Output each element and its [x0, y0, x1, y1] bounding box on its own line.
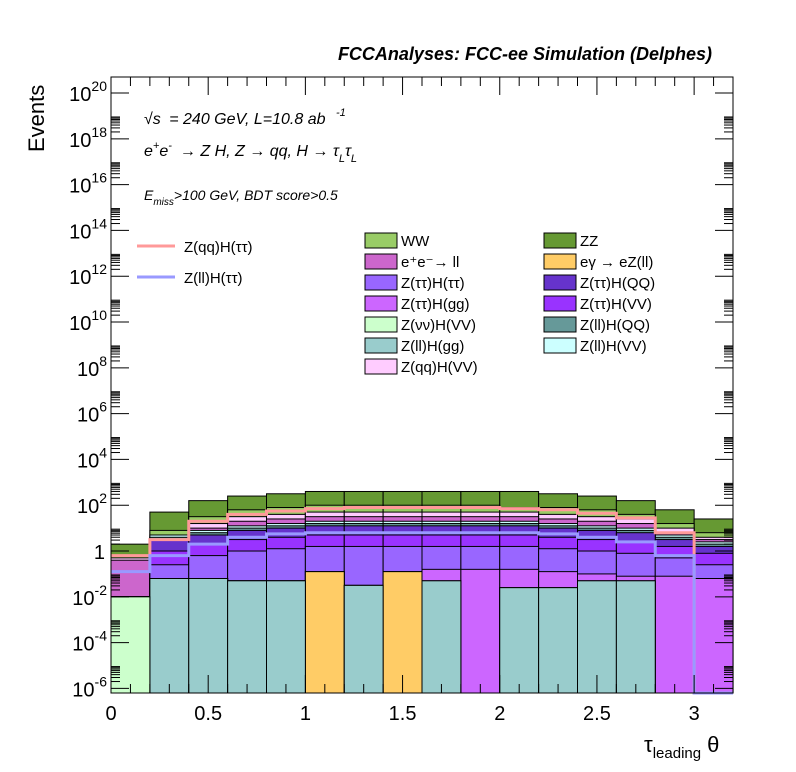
process-e1: e	[144, 143, 153, 160]
bar-e-ez-ll-5	[304, 571, 345, 694]
legend-label-ww: WW	[401, 233, 430, 250]
bar-z-ll-h-gg-11	[538, 587, 579, 694]
lumi-exponent: -1	[336, 107, 346, 119]
x-tick-label-1-5: 1.5	[389, 703, 417, 725]
legend-swatch-zz	[543, 232, 577, 249]
bar-z-ll-h-gg-3	[227, 580, 268, 694]
legend-label-z-qq-h: Z(qq)H(ττ)	[184, 239, 253, 256]
chart-title: FCCAnalyses: FCC-ee Simulation (Delphes)	[338, 44, 712, 64]
y-tick-label: 106	[77, 399, 107, 427]
bar-z-ll-h-gg-8	[421, 580, 462, 694]
y-tick-label: 1010	[69, 307, 107, 335]
legend-swatch-z-h-gg	[364, 295, 398, 312]
bar-z-h-vv-0	[110, 596, 151, 694]
legend-swatch-z-ll-h-qq	[543, 316, 577, 333]
y-tick-label: 1016	[69, 170, 107, 198]
y-tick-label: 104	[77, 444, 107, 472]
legend-swatch-z-qq-h-vv	[364, 358, 398, 375]
x-tick-label-2: 2	[494, 703, 505, 725]
legend-label-z-ll-h-qq: Z(ll)H(QQ)	[580, 317, 650, 334]
cut-rest: >100 GeV, BDT score>0.5	[174, 187, 338, 203]
legend-swatch-e-e-ll	[364, 253, 398, 270]
overlay-layer	[111, 506, 733, 695]
y-tick-label: 108	[77, 353, 107, 381]
x-tick-label-2-5: 2.5	[583, 703, 611, 725]
legend-label-z-h-qq: Z(ττ)H(QQ)	[580, 275, 655, 292]
legend-label-z-h-gg: Z(ττ)H(gg)	[401, 296, 470, 313]
process-minus: -	[168, 140, 172, 152]
legend-swatch-z-ll-h-vv	[543, 337, 577, 354]
legend-swatch-ww	[364, 232, 398, 249]
legend-swatch-z-h-vv	[364, 316, 398, 333]
bar-z-ll-h-gg-13	[615, 580, 656, 694]
line-z-ll-h	[111, 531, 733, 695]
bar-z-ll-h-gg-2	[188, 578, 229, 694]
legend-label-z-ll-h-vv: Z(ll)H(VV)	[580, 338, 647, 355]
legend-label-e-e-ll: e⁺e⁻→ ll	[401, 254, 459, 271]
stack-layer	[110, 490, 734, 694]
process-tau2: τ	[345, 143, 352, 160]
x-label-theta: θ	[707, 732, 719, 757]
cut-miss: miss	[153, 197, 174, 208]
cut-E: E	[144, 187, 154, 203]
legend-label-z-ll-h: Z(ll)H(ττ)	[184, 270, 243, 287]
bar-z-ll-h-gg-10	[499, 587, 540, 694]
legend-label-z-qq-h-vv: Z(qq)H(VV)	[401, 359, 478, 376]
x-label-tau: τ	[644, 732, 653, 757]
y-tick-label: 102	[77, 490, 107, 518]
legend-swatch-z-h-qq	[543, 274, 577, 291]
y-tick-label: 1014	[69, 215, 107, 243]
process-plus: +	[153, 140, 160, 152]
legend-label-z-h-vv: Z(νν)H(VV)	[401, 317, 476, 334]
energy-lumi-text: = 240 GeV, L=10.8 ab	[169, 111, 325, 128]
x-tick-label-0-5: 0.5	[194, 703, 222, 725]
legend-label-z-h: Z(ττ)H(ττ)	[401, 275, 465, 292]
legend-label-z-h-vv: Z(ττ)H(VV)	[580, 296, 652, 313]
bar-z-ll-h-gg-1	[149, 578, 190, 694]
legend: Z(qq)H(ττ) Z(ll)H(ττ) WW ZZ e⁺e⁻→ ll eγ → eZ(…	[137, 232, 655, 376]
y-tick-label: 10-4	[72, 628, 107, 656]
bar-z-ll-h-gg-6	[343, 584, 384, 694]
process-rest: → Z H, Z → qq, H → τ	[180, 143, 340, 160]
y-tick-label: 1012	[69, 261, 107, 289]
annotation-energy-lumi: √s = 240 GeV, L=10.8 ab -1	[144, 107, 346, 128]
x-tick-label-0: 0	[105, 703, 116, 725]
process-L1: L	[339, 153, 345, 165]
axis-layer: 0 0.5 1 1.5 2 2.5 3 10-6 10-4 10-2 1 102 104 106 108 10…	[69, 77, 733, 725]
sqrt-s-symbol: √s	[144, 111, 161, 128]
bar-z-h-gg-9	[460, 568, 501, 694]
legend-swatch-z-ll-h-gg	[364, 337, 398, 354]
y-tick-label: 1020	[69, 78, 107, 106]
x-axis-label: τleading θ	[644, 732, 719, 762]
y-tick-label: 1	[94, 542, 105, 564]
x-tick-label-1: 1	[300, 703, 311, 725]
process-e2: e	[159, 143, 168, 160]
y-tick-label: 1018	[69, 124, 107, 152]
legend-label-z-ll-h-gg: Z(ll)H(gg)	[401, 338, 464, 355]
bar-z-h-gg-14	[654, 575, 695, 694]
series-z-h-vv	[110, 596, 151, 694]
line-z-qq-h	[111, 506, 733, 695]
legend-label-e-ez-ll: eγ → eZ(ll)	[580, 254, 653, 271]
legend-label-zz: ZZ	[580, 233, 598, 250]
y-tick-label: 10-2	[72, 582, 107, 610]
legend-swatch-e-ez-ll	[543, 253, 577, 270]
y-tick-label: 10-6	[72, 673, 107, 701]
x-label-leading: leading	[653, 745, 701, 762]
annotation-process: e+e- → Z H, Z → qq, H → τLτL	[144, 140, 357, 165]
series-z-ll-h-gg	[110, 578, 656, 694]
legend-swatch-z-h-vv	[543, 295, 577, 312]
bar-e-ez-ll-7	[382, 571, 423, 694]
legend-swatch-z-h	[364, 274, 398, 291]
bar-z-ll-h-gg-4	[266, 580, 306, 694]
process-L2: L	[351, 153, 357, 165]
y-axis-label: Events	[24, 85, 49, 152]
annotation-cuts: Emiss>100 GeV, BDT score>0.5	[144, 187, 338, 208]
x-tick-label-3: 3	[689, 703, 700, 725]
